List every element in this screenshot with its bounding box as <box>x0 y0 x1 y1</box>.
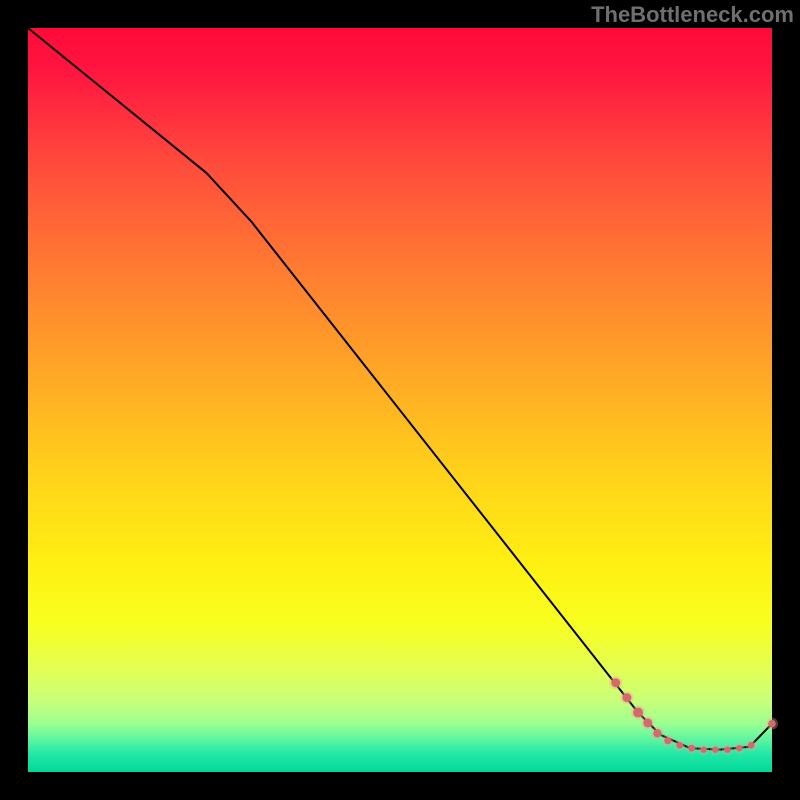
marker-dot <box>736 745 742 751</box>
marker-dot <box>700 746 706 752</box>
marker-dot <box>688 745 695 752</box>
marker-dot <box>664 737 671 744</box>
chart-container: TheBottleneck.com <box>0 0 800 800</box>
chart-overlay-svg <box>28 28 772 772</box>
marker-dot <box>768 720 776 728</box>
marker-dot <box>712 746 718 752</box>
marker-dot <box>748 742 755 749</box>
marker-dot <box>633 707 643 717</box>
marker-group <box>609 676 778 755</box>
marker-dot <box>611 678 620 687</box>
marker-dot <box>724 746 730 752</box>
marker-dot <box>676 742 683 749</box>
watermark-text: TheBottleneck.com <box>591 2 794 28</box>
marker-dot <box>643 718 652 727</box>
main-line <box>28 28 772 750</box>
marker-dot <box>653 729 661 737</box>
marker-dot <box>622 693 631 702</box>
